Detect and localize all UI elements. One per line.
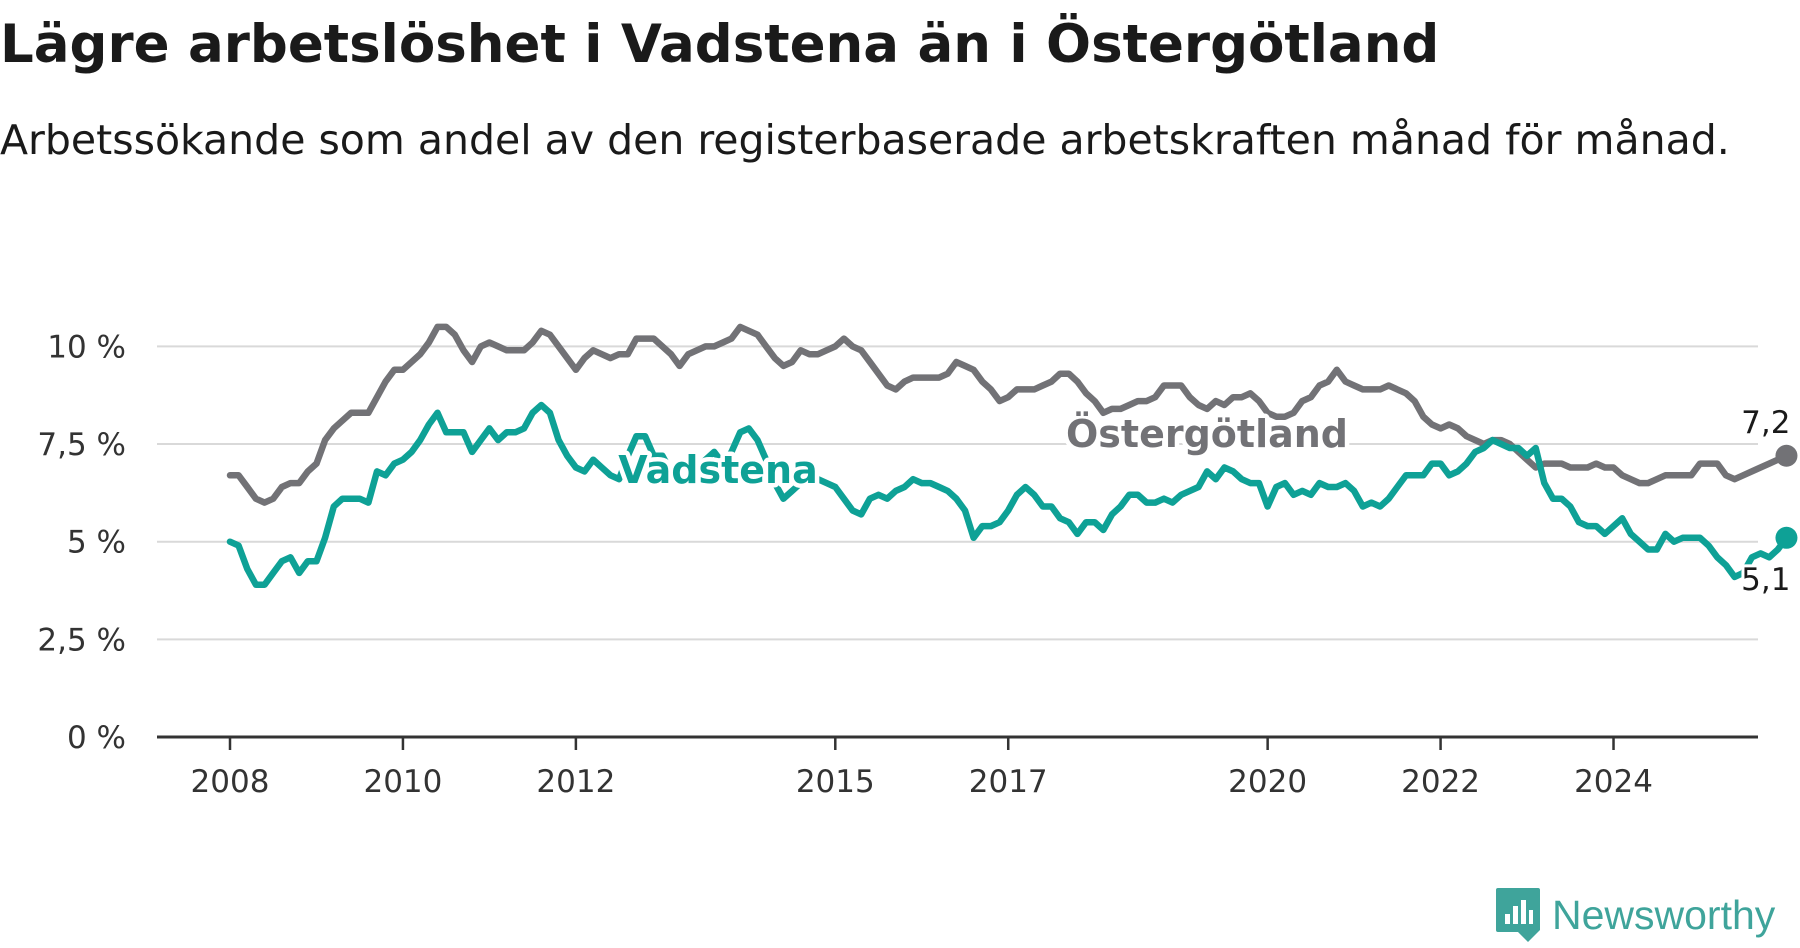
end-value-label-vadstena: 5,1 % [1741, 562, 1800, 598]
y-tick-label: 2,5 % [37, 622, 126, 658]
end-point-vadstena [1775, 526, 1798, 549]
series-labels: Östergötland Vadstena 7,2 % 5,1 % [614, 402, 1800, 601]
x-tick-label: 2022 [1401, 764, 1480, 800]
brand-name: Newsworthy [1552, 891, 1776, 938]
x-tick-label: 2015 [796, 764, 875, 800]
x-tick-label: 2008 [191, 764, 270, 800]
series-label-östergötland: Östergötland [1066, 412, 1348, 456]
y-tick-label: 5 % [67, 525, 126, 561]
x-tick-label: 2017 [969, 764, 1048, 800]
series-lines [226, 323, 1790, 588]
chart-subtitle: Arbetssökande som andel av den registerb… [0, 116, 1730, 164]
series-label-vadstena: Vadstena [618, 448, 817, 492]
axes: 0 % 2,5 % 5 % 7,5 % 10 % 2008 2010 2012 2015 2017… [37, 329, 1758, 800]
chart-title: Lägre arbetslöshet i Vadstena än i Öster… [0, 14, 1440, 75]
end-point-östergötland [1775, 444, 1798, 467]
newsworthy-logo-icon [1496, 888, 1540, 942]
x-tick-label: 2010 [363, 764, 442, 800]
series-line-östergötland [226, 323, 1790, 506]
y-tick-label: 0 % [67, 720, 126, 756]
x-tick-label: 2024 [1574, 764, 1653, 800]
newsworthy-brand: Newsworthy [1494, 886, 1775, 944]
x-tick-label: 2020 [1228, 764, 1307, 800]
y-tick-label: 7,5 % [37, 427, 126, 463]
grid-lines [157, 345, 1758, 641]
x-tick-label: 2012 [536, 764, 615, 800]
y-tick-label: 10 % [47, 329, 126, 365]
series-line-vadstena [226, 401, 1790, 588]
end-value-label-östergötland: 7,2 % [1741, 405, 1800, 441]
